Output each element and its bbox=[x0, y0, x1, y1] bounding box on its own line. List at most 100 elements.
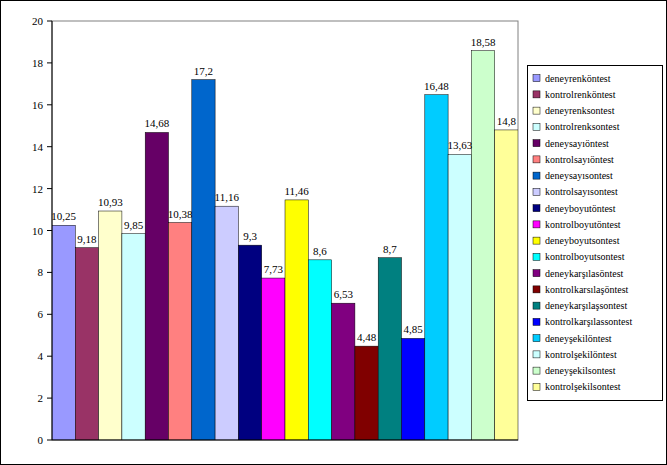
bar bbox=[262, 278, 285, 440]
bar bbox=[169, 223, 192, 440]
bar bbox=[378, 258, 401, 440]
y-tick bbox=[47, 62, 52, 63]
legend-label: deneyboyutsontest bbox=[545, 235, 620, 246]
y-tick bbox=[47, 188, 52, 189]
y-tick-label: 0 bbox=[38, 434, 44, 446]
legend-label: deneykarşılasöntest bbox=[545, 268, 624, 279]
chart-frame bbox=[1, 1, 667, 465]
bar bbox=[122, 234, 145, 440]
legend-box bbox=[528, 66, 663, 401]
y-tick bbox=[47, 440, 52, 441]
data-label: 8,7 bbox=[383, 243, 397, 255]
data-label: 8,6 bbox=[313, 245, 327, 257]
data-label: 6,53 bbox=[334, 288, 354, 300]
bar bbox=[192, 80, 215, 440]
legend-swatch bbox=[533, 205, 540, 212]
bar bbox=[448, 154, 471, 440]
legend-swatch bbox=[533, 270, 540, 277]
legend-swatch bbox=[533, 172, 540, 179]
data-label: 4,85 bbox=[404, 323, 424, 335]
bar bbox=[355, 346, 378, 440]
data-label: 18,58 bbox=[471, 36, 496, 48]
legend-swatch bbox=[533, 318, 540, 325]
y-tick bbox=[47, 272, 52, 273]
bar bbox=[145, 132, 168, 440]
y-tick bbox=[47, 398, 52, 399]
y-tick-label: 4 bbox=[38, 350, 44, 362]
data-label: 9,18 bbox=[77, 233, 97, 245]
legend-label: kontrolrenköntest bbox=[545, 89, 616, 100]
legend-label: deneyrenksontest bbox=[545, 105, 615, 116]
bar bbox=[425, 95, 448, 440]
y-tick-label: 12 bbox=[32, 183, 43, 195]
data-label: 14,8 bbox=[497, 115, 517, 127]
legend-label: kontrolboyutsontest bbox=[545, 251, 625, 262]
legend-label: kontrolkarsılaşöntest bbox=[545, 284, 629, 295]
chart: 0246810121416182010,259,1810,939,8514,68… bbox=[0, 0, 667, 465]
y-tick-label: 8 bbox=[38, 266, 44, 278]
legend-swatch bbox=[533, 237, 540, 244]
data-label: 10,93 bbox=[98, 196, 123, 208]
bar bbox=[215, 206, 238, 440]
legend-swatch bbox=[533, 286, 540, 293]
legend-label: kontrolkarşılassontest bbox=[545, 316, 632, 327]
legend-swatch bbox=[533, 75, 540, 82]
y-tick-label: 18 bbox=[32, 57, 44, 69]
data-label: 4,48 bbox=[357, 331, 377, 343]
data-label: 9,3 bbox=[243, 230, 257, 242]
bar bbox=[495, 130, 518, 440]
y-tick-label: 16 bbox=[32, 99, 44, 111]
bars bbox=[52, 51, 518, 440]
data-label: 11,16 bbox=[215, 191, 240, 203]
bar bbox=[471, 51, 494, 440]
bar bbox=[99, 211, 122, 440]
legend-label: kontrolboyutöntest bbox=[545, 219, 621, 230]
legend-label: kontrolşekilsontest bbox=[545, 381, 621, 392]
data-label: 17,2 bbox=[194, 65, 213, 77]
data-label: 10,25 bbox=[51, 210, 76, 222]
legend-swatch bbox=[533, 383, 540, 390]
legend-label: kontrolsayıöntest bbox=[545, 154, 614, 165]
legend-label: kontrolsayısontest bbox=[545, 186, 618, 197]
data-label: 14,68 bbox=[144, 117, 169, 129]
data-label: 11,46 bbox=[284, 185, 309, 197]
legend-label: kontrolşekilöntest bbox=[545, 349, 617, 360]
legend-swatch bbox=[533, 107, 540, 114]
legend-label: deneysayısontest bbox=[545, 170, 613, 181]
y-tick bbox=[47, 146, 52, 147]
legend-swatch bbox=[533, 221, 540, 228]
legend-swatch bbox=[533, 123, 540, 130]
y-tick-label: 20 bbox=[32, 15, 44, 27]
y-tick bbox=[47, 104, 52, 105]
bar bbox=[52, 225, 75, 440]
data-label: 9,85 bbox=[124, 219, 144, 231]
legend-swatch bbox=[533, 367, 540, 374]
legend-label: deneykarşılaşsontest bbox=[545, 300, 627, 311]
legend-swatch bbox=[533, 91, 540, 98]
bar bbox=[332, 303, 355, 440]
x-axis bbox=[52, 440, 518, 441]
legend-label: deneyşekilöntest bbox=[545, 333, 612, 344]
y-tick bbox=[47, 21, 52, 22]
data-label: 7,73 bbox=[264, 263, 284, 275]
bar bbox=[285, 200, 308, 440]
legend-label: deneyboyutöntest bbox=[545, 203, 616, 214]
bar bbox=[308, 260, 331, 440]
legend-label: deneyrenköntest bbox=[545, 73, 611, 84]
bar bbox=[238, 245, 261, 440]
bar bbox=[402, 338, 425, 440]
y-tick bbox=[47, 356, 52, 357]
legend-swatch bbox=[533, 156, 540, 163]
legend-label: kontrolrenksontest bbox=[545, 121, 620, 132]
legend-swatch bbox=[533, 302, 540, 309]
data-label: 13,63 bbox=[447, 139, 472, 151]
bar bbox=[75, 248, 98, 440]
plot-area bbox=[52, 21, 518, 440]
y-tick bbox=[47, 314, 52, 315]
y-tick-label: 2 bbox=[38, 392, 44, 404]
y-tick bbox=[47, 230, 52, 231]
legend-swatch bbox=[533, 140, 540, 147]
data-label: 16,48 bbox=[424, 80, 449, 92]
legend-swatch bbox=[533, 351, 540, 358]
legend-label: deneyşekilsontest bbox=[545, 365, 616, 376]
